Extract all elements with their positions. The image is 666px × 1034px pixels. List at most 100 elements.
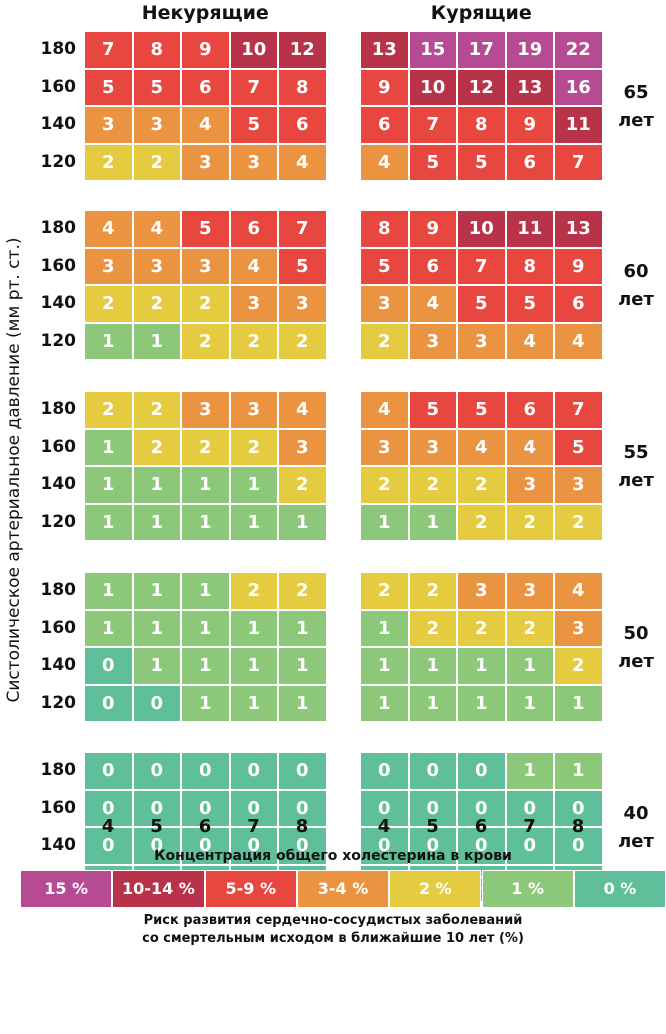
legend-swatch: 3-4 % — [296, 870, 390, 908]
risk-cell: 6 — [505, 391, 554, 429]
risk-cell: 3 — [229, 391, 278, 429]
risk-cell: 11 — [554, 106, 603, 144]
x-axis-label: Концентрация общего холестерина в крови — [154, 848, 512, 864]
risk-cell: 5 — [457, 391, 506, 429]
risk-cell: 1 — [278, 647, 327, 685]
bp-label: 180 — [40, 580, 77, 600]
bp-label: 160 — [40, 76, 77, 97]
risk-cell: 13 — [554, 210, 603, 248]
risk-cell: 0 — [132, 752, 181, 790]
legend-note-line-2: со смертельным исходом в ближайшие 10 ле… — [142, 931, 524, 946]
risk-cell: 0 — [554, 827, 603, 865]
risk-cell: 0 — [278, 827, 327, 865]
risk-cell: 3 — [278, 285, 327, 323]
risk-cell: 3 — [132, 247, 181, 285]
risk-cell: 7 — [408, 106, 457, 144]
risk-cell: 9 — [408, 210, 457, 248]
risk-cell: 2 — [181, 285, 230, 323]
bp-label: 180 — [40, 399, 77, 419]
risk-cell: 0 — [278, 752, 327, 790]
age-label: 55 — [623, 442, 649, 463]
risk-cell: 0 — [229, 789, 278, 827]
risk-cell: 10 — [229, 31, 278, 69]
risk-cell: 2 — [278, 572, 327, 610]
risk-cell: 13 — [505, 68, 554, 106]
risk-cell: 2 — [408, 572, 457, 610]
risk-cell: 4 — [84, 210, 133, 248]
risk-cell: 6 — [360, 106, 409, 144]
risk-cell: 2 — [132, 285, 181, 323]
risk-cell: 5 — [181, 210, 230, 248]
risk-cell: 0 — [457, 752, 506, 790]
risk-cell: 2 — [278, 466, 327, 504]
risk-cell: 4 — [554, 322, 603, 360]
risk-cell: 0 — [181, 789, 230, 827]
bp-label: 140 — [40, 835, 77, 855]
risk-cell: 1 — [229, 609, 278, 647]
risk-cell: 0 — [360, 752, 409, 790]
risk-cell: 7 — [84, 31, 133, 69]
risk-cell: 6 — [181, 68, 230, 106]
risk-cell: 12 — [457, 68, 506, 106]
risk-cell: 3 — [278, 428, 327, 466]
risk-cell: 5 — [360, 247, 409, 285]
risk-cell: 0 — [132, 827, 181, 865]
risk-cell: 3 — [554, 466, 603, 504]
x-tick-label: 6 — [474, 816, 488, 837]
risk-cell: 2 — [181, 428, 230, 466]
risk-cell: 2 — [457, 466, 506, 504]
risk-cell: 2 — [554, 647, 603, 685]
risk-cell: 2 — [505, 503, 554, 541]
risk-cell: 1 — [84, 428, 133, 466]
age-unit: лет — [618, 289, 654, 310]
risk-cell: 1 — [181, 684, 230, 722]
risk-cell: 5 — [278, 247, 327, 285]
x-tick-label: 4 — [377, 816, 391, 837]
risk-cell: 1 — [457, 684, 506, 722]
risk-cell: 19 — [505, 31, 554, 69]
risk-cell: 0 — [408, 827, 457, 865]
x-tick-label: 5 — [150, 816, 163, 837]
risk-cell: 1 — [408, 503, 457, 541]
risk-cell: 1 — [181, 609, 230, 647]
risk-cell: 2 — [229, 572, 278, 610]
risk-cell: 2 — [132, 143, 181, 181]
x-tick-label: 7 — [523, 816, 536, 837]
risk-cell: 1 — [84, 609, 133, 647]
bp-label: 120 — [40, 511, 77, 532]
risk-cell: 0 — [84, 752, 133, 790]
risk-cell: 2 — [84, 143, 133, 181]
risk-cell: 4 — [278, 391, 327, 429]
bp-label: 160 — [40, 255, 77, 276]
bp-label: 160 — [40, 436, 77, 457]
risk-cell: 0 — [360, 827, 409, 865]
risk-cell: 13 — [360, 31, 409, 69]
column-header-nonsmoking: Некурящие — [141, 2, 269, 24]
risk-cell: 2 — [132, 428, 181, 466]
age-unit: лет — [618, 110, 654, 131]
legend-swatch: 10-14 % — [112, 870, 205, 908]
risk-cell: 1 — [132, 503, 181, 541]
risk-cell: 1 — [132, 466, 181, 504]
bp-label: 140 — [40, 293, 77, 313]
risk-cell: 1 — [360, 609, 409, 647]
risk-cell: 8 — [457, 106, 506, 144]
risk-cell: 6 — [554, 285, 603, 323]
risk-cell: 3 — [84, 106, 133, 144]
risk-cell: 2 — [360, 322, 409, 360]
risk-cell: 5 — [229, 106, 278, 144]
risk-cell: 1 — [360, 684, 409, 722]
risk-cell: 9 — [554, 247, 603, 285]
risk-cell: 0 — [408, 789, 457, 827]
risk-cell: 1 — [408, 647, 457, 685]
risk-cell: 4 — [132, 210, 181, 248]
risk-cell: 4 — [360, 143, 409, 181]
age-unit: лет — [618, 470, 654, 491]
risk-cell: 1 — [132, 572, 181, 610]
risk-cell: 5 — [457, 143, 506, 181]
risk-cell: 2 — [554, 503, 603, 541]
risk-cell: 8 — [132, 31, 181, 69]
age-label: 60 — [623, 261, 649, 282]
risk-cell: 2 — [457, 609, 506, 647]
risk-cell: 1 — [457, 647, 506, 685]
